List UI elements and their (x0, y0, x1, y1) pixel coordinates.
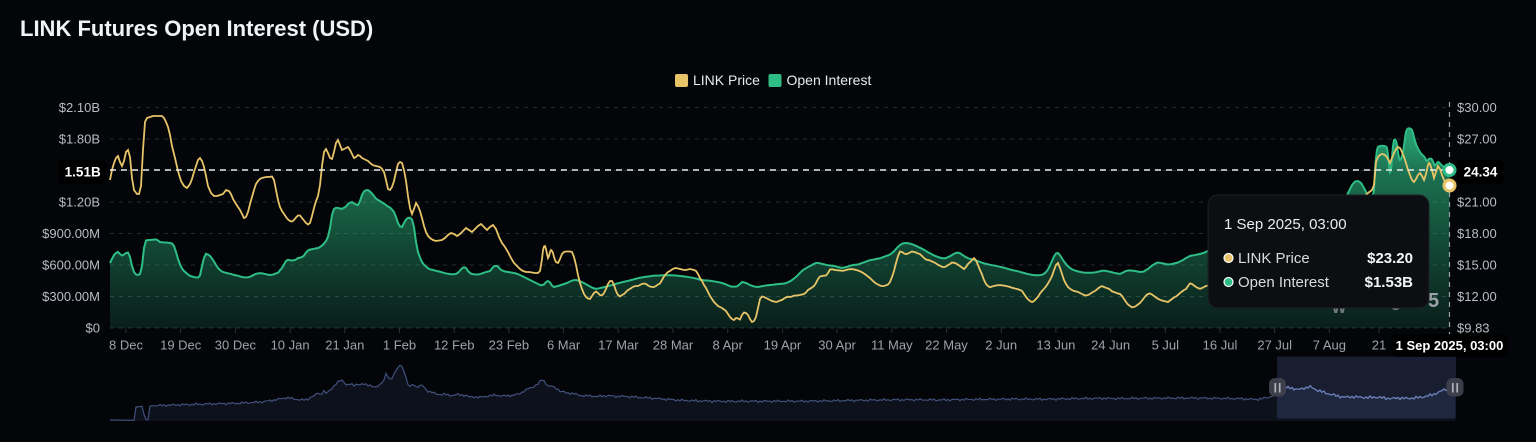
svg-text:12 Feb: 12 Feb (434, 338, 474, 353)
svg-text:$300.00M: $300.00M (42, 289, 100, 304)
svg-text:$23.20: $23.20 (1367, 250, 1413, 267)
svg-text:30 Apr: 30 Apr (818, 338, 856, 353)
svg-text:8 Dec: 8 Dec (109, 338, 143, 353)
svg-text:27 Jul: 27 Jul (1257, 338, 1292, 353)
svg-text:$12.00: $12.00 (1457, 289, 1497, 304)
svg-text:21: 21 (1372, 338, 1386, 353)
svg-text:$0: $0 (86, 321, 100, 336)
svg-text:$30.00: $30.00 (1457, 100, 1497, 115)
svg-text:$9.83: $9.83 (1457, 321, 1490, 336)
svg-text:23 Feb: 23 Feb (489, 338, 529, 353)
svg-text:1 Feb: 1 Feb (383, 338, 416, 353)
svg-text:7 Aug: 7 Aug (1313, 338, 1346, 353)
svg-text:1 Sep 2025, 03:00: 1 Sep 2025, 03:00 (1396, 338, 1504, 353)
svg-text:19 Dec: 19 Dec (160, 338, 202, 353)
svg-text:17 Mar: 17 Mar (598, 338, 639, 353)
svg-text:5 Jul: 5 Jul (1152, 338, 1180, 353)
svg-text:LINK Futures Open Interest (US: LINK Futures Open Interest (USD) (20, 16, 373, 41)
svg-text:1 Sep 2025, 03:00: 1 Sep 2025, 03:00 (1224, 216, 1347, 233)
svg-text:LINK Price: LINK Price (1238, 250, 1310, 267)
svg-text:8 Apr: 8 Apr (713, 338, 744, 353)
svg-text:$2.10B: $2.10B (59, 100, 100, 115)
svg-text:5: 5 (1428, 290, 1439, 312)
svg-text:$15.00: $15.00 (1457, 258, 1497, 273)
svg-text:Open Interest: Open Interest (787, 72, 872, 88)
svg-text:$21.00: $21.00 (1457, 195, 1497, 210)
svg-text:24.34: 24.34 (1464, 165, 1498, 180)
svg-text:13 Jun: 13 Jun (1036, 338, 1075, 353)
svg-text:$18.00: $18.00 (1457, 226, 1497, 241)
svg-text:$900.00M: $900.00M (42, 226, 100, 241)
svg-text:6 Mar: 6 Mar (547, 338, 581, 353)
svg-text:$600.00M: $600.00M (42, 258, 100, 273)
svg-text:30 Dec: 30 Dec (215, 338, 257, 353)
svg-text:21 Jan: 21 Jan (325, 338, 364, 353)
svg-text:2 Jun: 2 Jun (985, 338, 1017, 353)
svg-text:16 Jul: 16 Jul (1203, 338, 1238, 353)
svg-text:$1.20B: $1.20B (59, 195, 100, 210)
svg-text:1.51B: 1.51B (65, 165, 101, 180)
svg-text:11 May: 11 May (871, 338, 913, 353)
svg-text:$27.00: $27.00 (1457, 132, 1497, 147)
svg-text:28 Mar: 28 Mar (653, 338, 694, 353)
svg-text:19 Apr: 19 Apr (764, 338, 802, 353)
svg-text:10 Jan: 10 Jan (271, 338, 310, 353)
svg-text:$1.80B: $1.80B (59, 132, 100, 147)
svg-text:LINK Price: LINK Price (693, 72, 760, 88)
svg-text:Open Interest: Open Interest (1238, 274, 1330, 291)
svg-text:22 May: 22 May (925, 338, 968, 353)
svg-text:$1.53B: $1.53B (1365, 274, 1414, 291)
svg-text:24 Jun: 24 Jun (1091, 338, 1130, 353)
